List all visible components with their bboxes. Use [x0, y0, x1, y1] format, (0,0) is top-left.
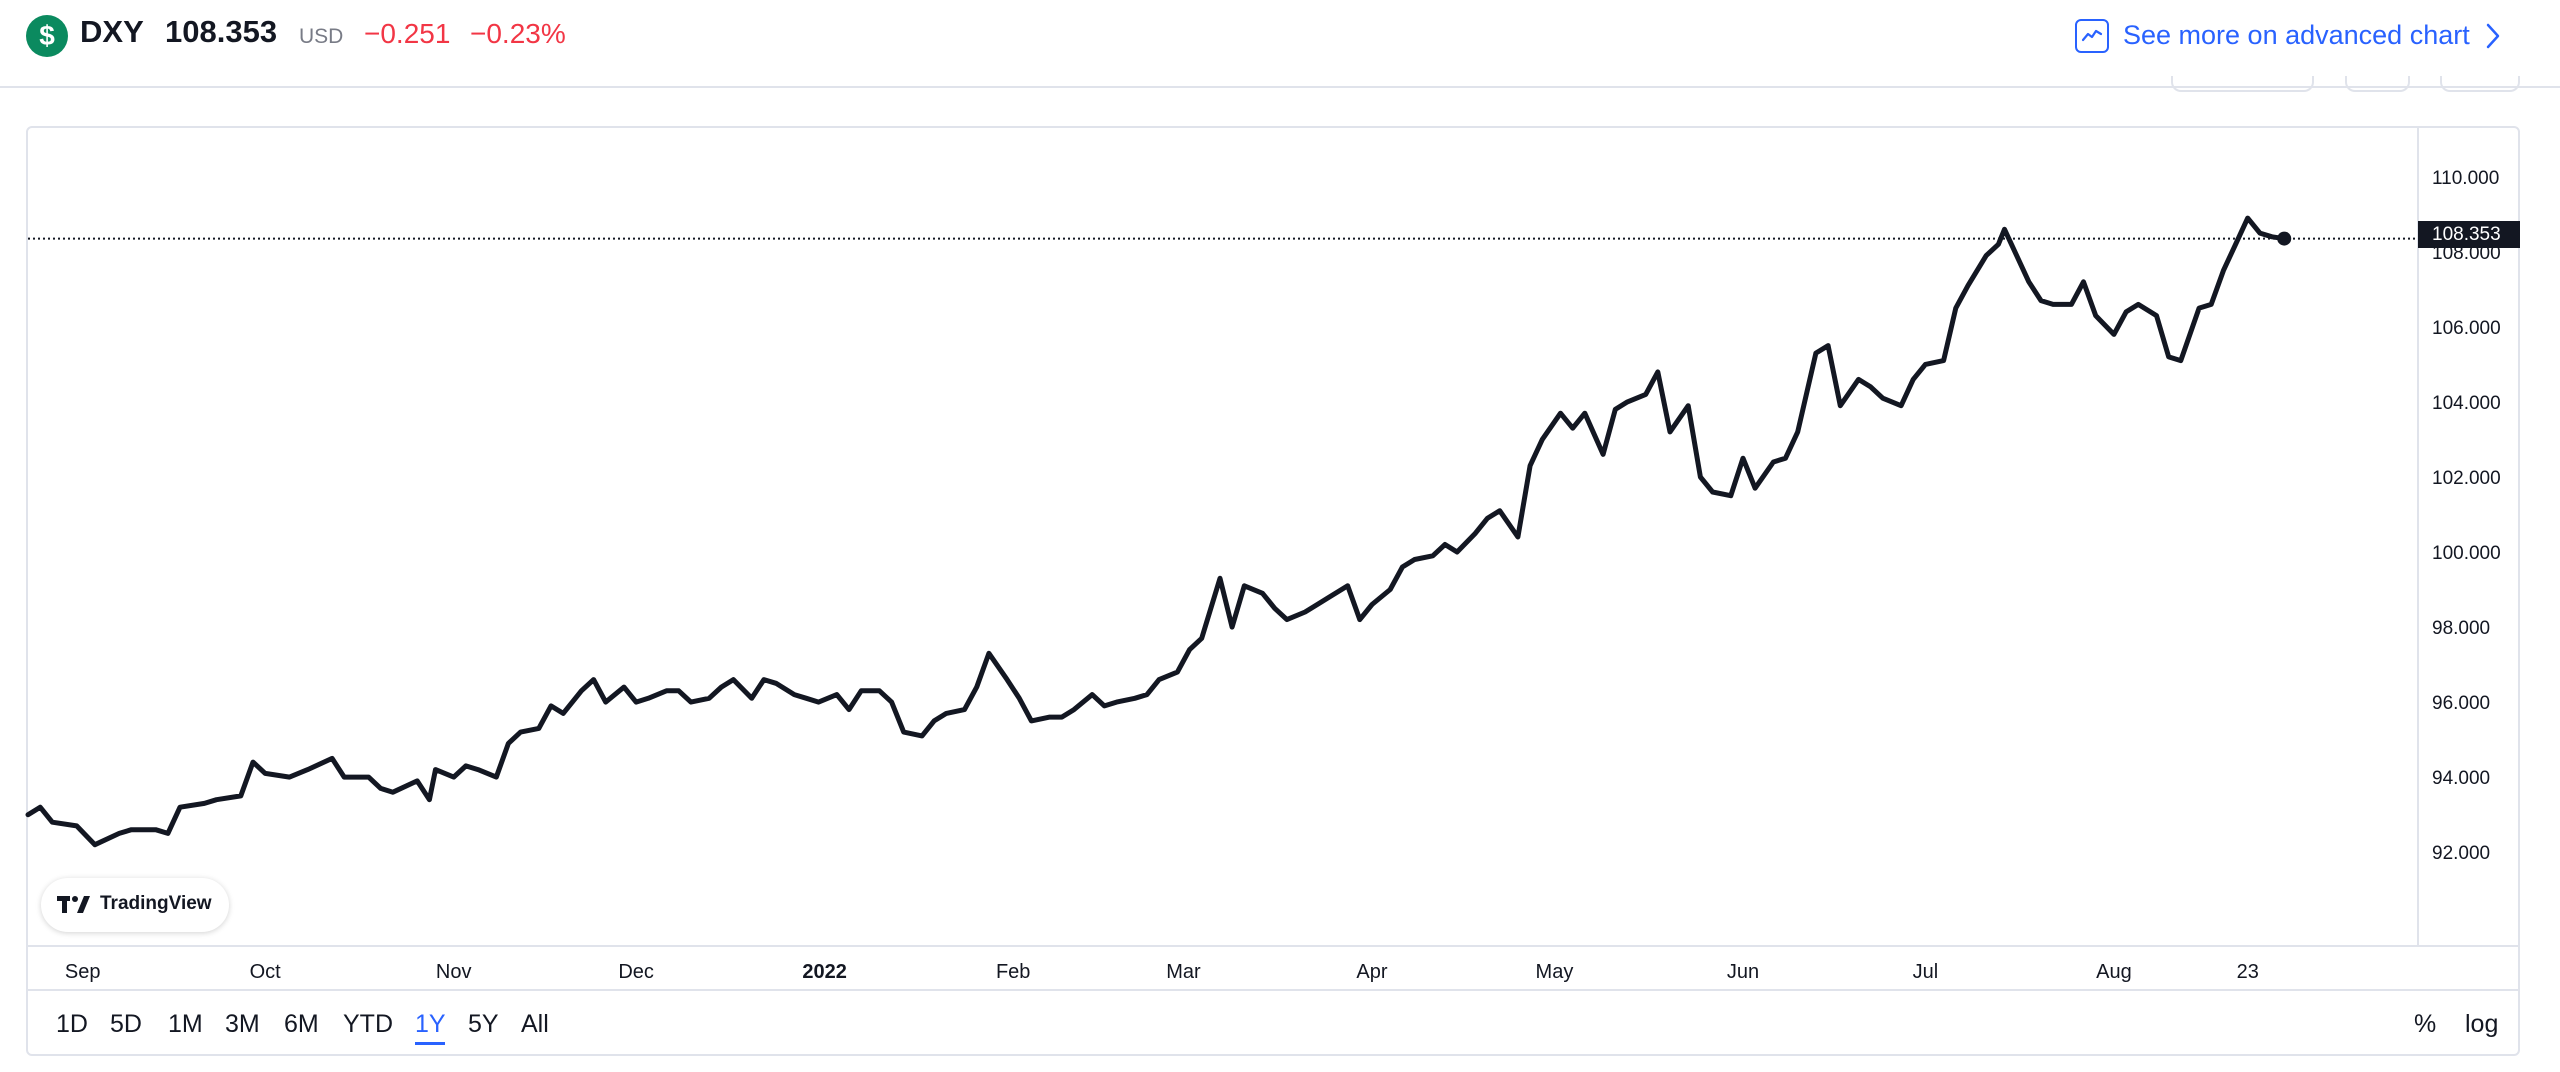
advanced-chart-link[interactable]: See more on advanced chart [2075, 16, 2515, 58]
tradingview-badge[interactable]: TradingView [41, 878, 229, 932]
x-tick-label: Nov [436, 961, 472, 983]
toolbar-button-hidden [2345, 76, 2410, 92]
y-tick-label: 96.000 [2432, 693, 2490, 714]
x-tick-label: Apr [1356, 961, 1387, 983]
x-tick-label: Mar [1166, 961, 1201, 983]
range-1y[interactable]: 1Y [415, 1010, 446, 1038]
x-tick-label: May [1536, 961, 1574, 983]
y-tick-label: 110.000 [2432, 168, 2499, 189]
y-tick-label: 100.000 [2432, 543, 2501, 564]
y-tick-label: 104.000 [2432, 393, 2501, 414]
range-5d[interactable]: 5D [110, 1010, 142, 1038]
price-line-series[interactable] [25, 215, 2287, 848]
tradingview-logo-icon [57, 896, 90, 913]
y-tick-label: 98.000 [2432, 618, 2490, 639]
toolbar-button-hidden [2440, 76, 2520, 92]
price-change: −0.251 [364, 18, 451, 49]
toolbar-button-hidden [2171, 76, 2314, 92]
y-tick-label: 94.000 [2432, 768, 2490, 789]
y-tick-label: 92.000 [2432, 843, 2490, 864]
x-tick-label: Jun [1727, 961, 1759, 983]
percent-scale-toggle[interactable]: % [2414, 1010, 2437, 1038]
y-tick-label: 106.000 [2432, 318, 2501, 339]
chart-frame [26, 126, 2520, 1056]
current-price-label: 108.353 [2418, 221, 2520, 248]
x-tick-label: 2022 [802, 961, 847, 983]
y-tick-label: 102.000 [2432, 468, 2501, 489]
range-1m[interactable]: 1M [168, 1010, 203, 1038]
x-tick-label: Jul [1913, 961, 1939, 983]
symbol-header: $ DXY 108.353 USD −0.251 −0.23% See more… [0, 0, 2560, 88]
last-price: 108.353 [165, 14, 278, 49]
currency-code: USD [299, 25, 344, 48]
dollar-logo-icon: $ [26, 15, 68, 57]
advanced-chart-label: See more on advanced chart [2123, 20, 2470, 50]
chevron-right-icon [2485, 22, 2501, 55]
range-all[interactable]: All [521, 1010, 549, 1038]
price-change-percent: −0.23% [470, 18, 566, 49]
symbol-ticker[interactable]: DXY [80, 14, 144, 49]
x-tick-label: Feb [996, 961, 1030, 983]
log-scale-toggle[interactable]: log [2465, 1010, 2499, 1038]
x-tick-label: Oct [250, 961, 282, 983]
range-ytd[interactable]: YTD [343, 1010, 393, 1038]
x-tick-label: 23 [2237, 961, 2259, 983]
chart-line-icon [2075, 19, 2109, 53]
x-tick-label: Aug [2096, 961, 2132, 983]
range-5y[interactable]: 5Y [468, 1010, 499, 1038]
active-range-indicator [415, 1042, 445, 1045]
x-tick-label: Dec [618, 961, 654, 983]
range-6m[interactable]: 6M [284, 1010, 319, 1038]
x-tick-label: Sep [65, 961, 101, 983]
range-3m[interactable]: 3M [225, 1010, 260, 1038]
y-tick-label: 108.000 [2432, 243, 2501, 264]
tradingview-label: TradingView [100, 893, 212, 914]
range-1d[interactable]: 1D [56, 1010, 88, 1038]
last-price-point [2277, 231, 2292, 246]
